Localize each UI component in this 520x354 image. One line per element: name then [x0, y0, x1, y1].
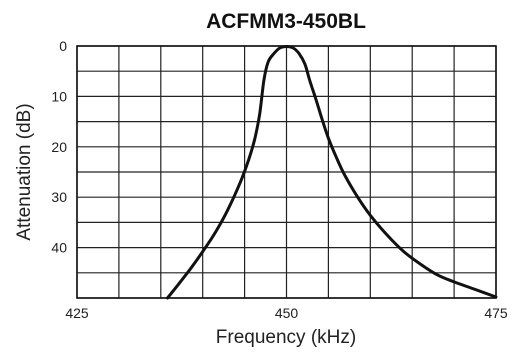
chart-title: ACFMM3-450BL: [206, 10, 366, 33]
x-ticks: 425 450 475: [65, 305, 508, 321]
y-ticks: 0 10 20 30 40: [51, 38, 67, 256]
y-tick-label: 30: [51, 189, 67, 205]
y-tick-label: 10: [51, 88, 67, 104]
y-tick-label: 20: [51, 139, 67, 155]
x-axis-label: Frequency (kHz): [216, 327, 356, 348]
attenuation-curve: [166, 45, 498, 300]
x-tick-label: 450: [275, 305, 299, 321]
x-tick-label: 475: [484, 305, 508, 321]
grid: [76, 45, 497, 299]
y-tick-label: 40: [51, 240, 67, 256]
y-tick-label: 0: [59, 38, 67, 54]
x-tick-label: 425: [65, 305, 89, 321]
y-axis-label: Attenuation (dB): [14, 103, 35, 240]
